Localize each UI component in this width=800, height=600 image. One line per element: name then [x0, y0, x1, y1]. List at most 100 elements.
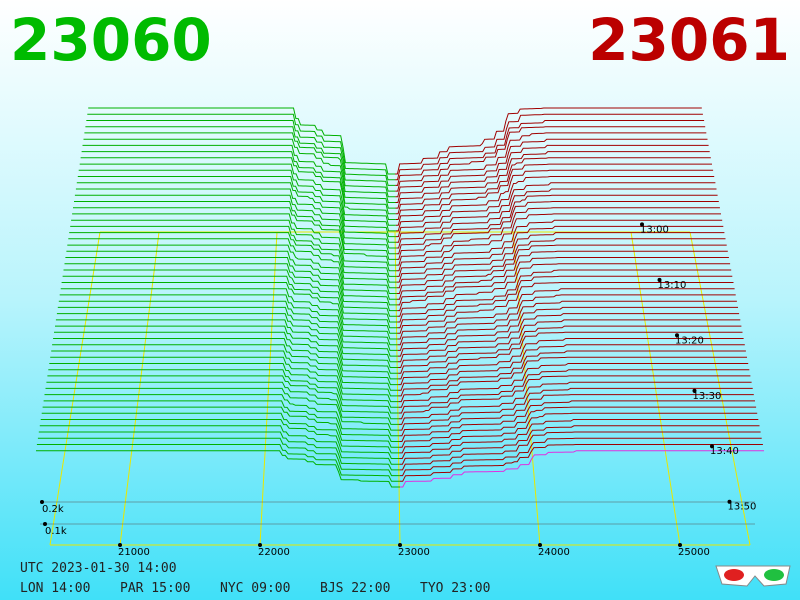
ask-depth-line	[395, 107, 702, 175]
time-label: 13:00	[640, 224, 669, 235]
bid-depth-line	[38, 431, 400, 471]
bid-depth-line	[59, 294, 398, 346]
labels: 21000 22000 23000 24000 25000 0.2k 0.1k 13:00 13…	[20, 222, 756, 596]
tick-dot	[657, 277, 662, 282]
bid-depth-line	[73, 207, 397, 266]
bid-depth-line	[44, 394, 400, 437]
bid-depth-line	[56, 313, 398, 363]
bid-depth-line	[45, 387, 400, 431]
ask-depth-line	[396, 238, 726, 294]
ask-depth-line	[398, 331, 743, 380]
bid-depth-line	[36, 450, 400, 488]
bid-price: 23060	[10, 6, 212, 74]
bid-depth-line	[48, 369, 399, 414]
tick-dot	[43, 522, 47, 526]
ask-depth-line	[397, 300, 737, 351]
bid-depth-line	[57, 306, 398, 357]
ask-depth-line	[399, 412, 758, 454]
ask-depth-line	[395, 120, 705, 186]
bid-depth-line	[74, 194, 397, 255]
ask-depth-line	[395, 132, 707, 198]
ask-depth-line	[399, 425, 760, 465]
price-label: 25000	[678, 547, 710, 558]
time-label: 13:20	[675, 335, 704, 346]
bid-depth-line	[64, 263, 398, 317]
ask-depth-line	[396, 207, 720, 266]
ask-depth-line	[398, 350, 746, 397]
price-label: 24000	[538, 547, 570, 558]
bid-depth-line	[37, 437, 400, 477]
tick-dot	[538, 543, 542, 547]
bid-depth-line	[39, 425, 400, 465]
ask-depth-line	[398, 344, 745, 391]
ask-depth-line	[398, 356, 747, 403]
time-label: 13:30	[693, 391, 722, 402]
bid-depth-line	[52, 344, 399, 391]
ask-depth-line	[395, 151, 710, 215]
bid-depth-line	[43, 400, 400, 442]
ask-depth-line	[399, 437, 762, 477]
bid-depth-line	[65, 257, 398, 312]
bid-depth-line	[72, 213, 397, 272]
bid-depth-line	[75, 188, 397, 249]
bid-depth-line	[81, 151, 396, 215]
ask-depth-line	[397, 250, 728, 306]
clock: BJS 22:00	[320, 581, 390, 596]
tick-dot	[258, 543, 262, 547]
bid-depth-line	[69, 232, 397, 289]
bid-depth-line	[70, 225, 397, 283]
clock: PAR 15:00	[120, 581, 190, 596]
glasses-icon	[715, 565, 791, 587]
bid-depth-line	[79, 163, 396, 226]
bid-depth-line	[51, 350, 399, 397]
bid-depth-line	[62, 275, 398, 329]
price-label: 21000	[118, 547, 150, 558]
time-label: 13:10	[658, 280, 687, 291]
ask-depth-line	[398, 363, 749, 408]
bid-depth-line	[87, 113, 396, 181]
ask-price: 23061	[588, 6, 790, 74]
ask-depth-line	[396, 194, 718, 255]
depth-lines	[36, 107, 764, 488]
bid-depth-line	[46, 381, 399, 425]
clock: NYC 09:00	[220, 581, 290, 596]
tick-dot	[692, 388, 697, 393]
tick-dot	[678, 543, 682, 547]
ask-depth-line	[399, 431, 761, 471]
tick-dot	[675, 333, 679, 338]
utc-time: UTC 2023-01-30 14:00	[20, 561, 177, 576]
tick-dot	[40, 500, 44, 504]
ask-depth-line	[397, 269, 732, 323]
ask-depth-line	[399, 400, 755, 442]
ask-depth-line	[397, 257, 729, 312]
tick-dot	[398, 543, 402, 547]
bid-depth-line	[86, 120, 396, 186]
ask-depth-line	[396, 232, 725, 289]
ask-depth-line	[396, 213, 721, 272]
ask-depth-line	[398, 338, 744, 386]
ask-depth-line	[396, 219, 723, 277]
bid-depth-line	[88, 107, 395, 175]
bid-depth-line	[50, 356, 399, 403]
ask-depth-line	[395, 126, 706, 192]
clock: LON 14:00	[20, 581, 90, 596]
ask-depth-line	[397, 282, 734, 334]
price-label: 22000	[258, 547, 290, 558]
bid-depth-line	[41, 412, 400, 454]
ask-depth-line	[399, 406, 757, 448]
bid-depth-line	[36, 444, 400, 482]
ask-depth-line	[396, 176, 715, 238]
bid-depth-line	[54, 331, 399, 380]
ask-depth-line	[396, 201, 719, 260]
ask-depth-line	[395, 169, 714, 232]
bid-depth-line	[63, 269, 398, 323]
bid-depth-line	[68, 238, 397, 294]
bid-depth-line	[74, 201, 397, 260]
ask-depth-line	[400, 450, 764, 488]
ask-depth-line	[395, 113, 703, 181]
bid-depth-line	[42, 406, 400, 448]
ask-depth-line	[398, 375, 751, 420]
ask-depth-line	[397, 244, 727, 300]
bid-depth-line	[49, 363, 399, 408]
bid-depth-line	[55, 325, 399, 374]
